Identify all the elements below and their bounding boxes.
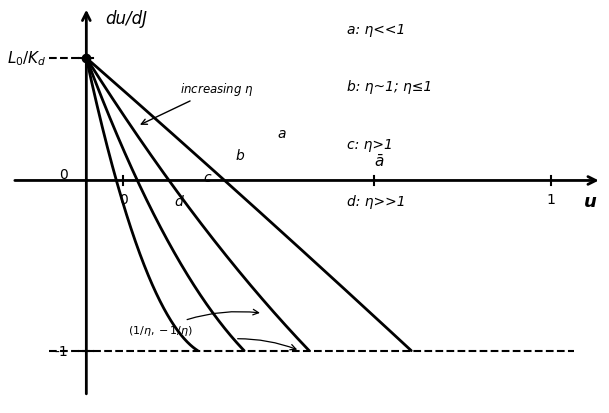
Text: $\bar{a}$: $\bar{a}$ [373,153,384,169]
Text: a: η<<1: a: η<<1 [347,23,405,37]
Text: u: u [584,193,597,211]
Text: d: η>>1: d: η>>1 [347,194,406,208]
Text: c: η>1: c: η>1 [347,137,393,151]
Text: du/dJ: du/dJ [105,9,147,28]
Text: b: η~1; η≤1: b: η~1; η≤1 [347,80,432,94]
Text: 0: 0 [59,167,68,181]
Text: -1: -1 [54,344,68,358]
Text: $L_0/K_d$: $L_0/K_d$ [7,50,47,68]
Text: c: c [203,171,211,185]
Text: increasing $\eta$: increasing $\eta$ [141,81,253,125]
Text: d: d [175,195,183,209]
Text: $(1/\eta, -1/\eta)$: $(1/\eta, -1/\eta)$ [128,310,259,337]
Text: b: b [235,149,244,163]
Text: 0: 0 [119,193,128,207]
Text: 1: 1 [546,193,555,207]
Text: a: a [277,126,286,140]
